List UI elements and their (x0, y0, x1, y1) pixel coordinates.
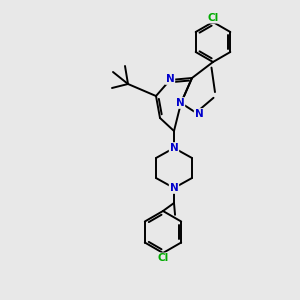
Text: N: N (176, 98, 184, 108)
Text: N: N (166, 74, 174, 84)
Text: Cl: Cl (207, 13, 219, 23)
Text: N: N (169, 143, 178, 153)
Text: Cl: Cl (158, 253, 169, 263)
Text: N: N (195, 109, 203, 119)
Text: N: N (169, 183, 178, 193)
